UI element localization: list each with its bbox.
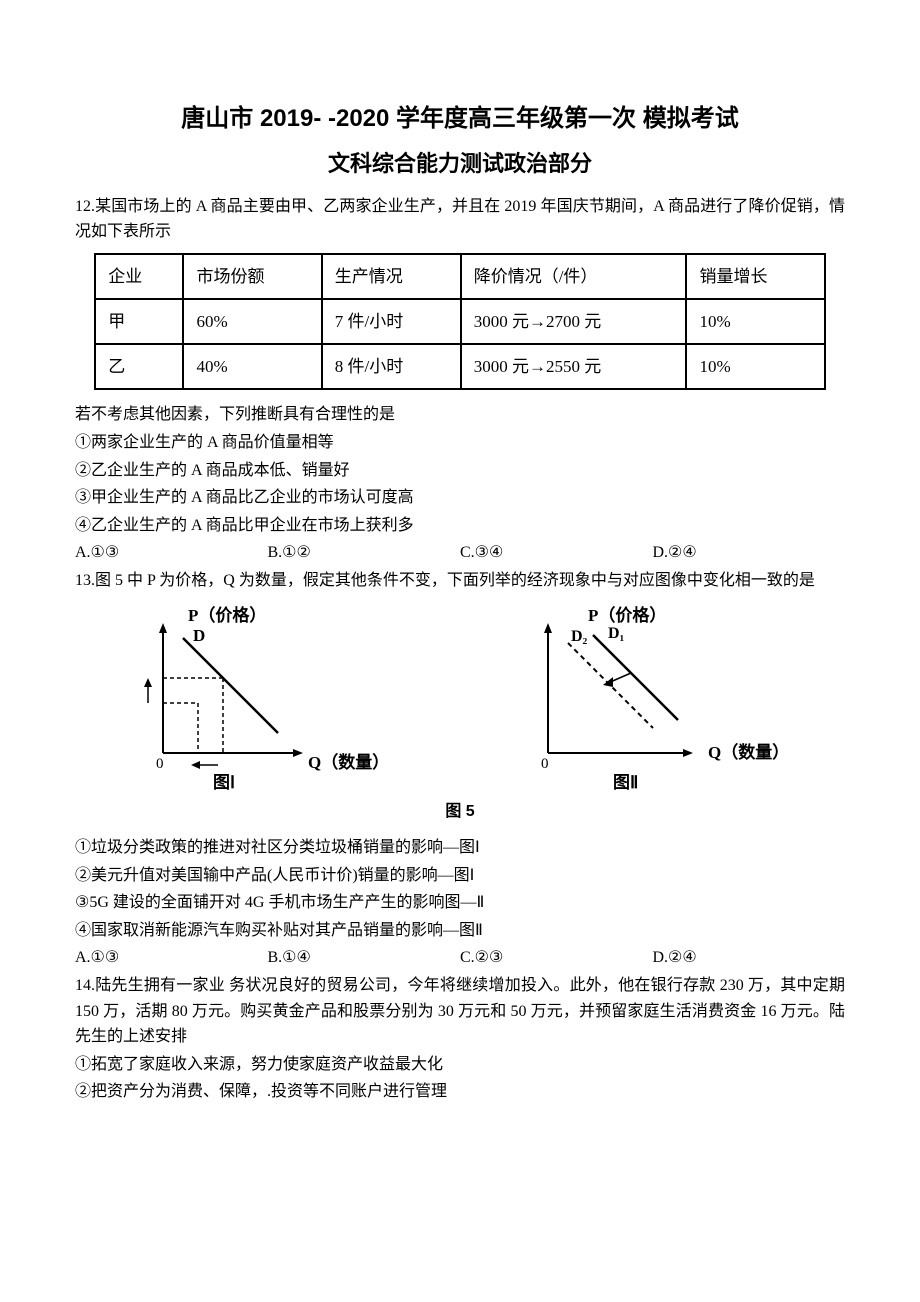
q13-opt-d: D.②④ — [653, 945, 846, 971]
q12-opt-a: A.①③ — [75, 540, 268, 566]
cell: 10% — [686, 344, 824, 389]
chart2-y-arrow — [544, 623, 552, 633]
q12-item4: ④乙企业生产的 A 商品比甲企业在市场上获利多 — [75, 513, 845, 539]
q13-item4: ④国家取消新能源汽车购买补贴对其产品销量的影响—图Ⅱ — [75, 918, 845, 944]
chart1-block: P（价格） 0 D Q（数量） 图Ⅰ — [128, 603, 408, 793]
q12-intro: 12.某国市场上的 A 商品主要由甲、乙两家企业生产，并且在 2019 年国庆节… — [75, 194, 845, 245]
q13-opt-a: A.①③ — [75, 945, 268, 971]
table-row: 乙 40% 8 件/小时 3000 元→2550 元 10% — [95, 344, 825, 389]
q14-item2: ②把资产分为消费、保障，.投资等不同账户进行管理 — [75, 1079, 845, 1105]
th-price-cut: 降价情况（/件） — [461, 254, 687, 299]
q13-item2: ②美元升值对美国输中产品(人民币计价)销量的影响—图Ⅰ — [75, 863, 845, 889]
chart1-x-arrow — [293, 749, 303, 757]
cell: 8 件/小时 — [322, 344, 461, 389]
fig5-caption: 图 5 — [75, 799, 845, 825]
chart1-up-arrow-head — [144, 678, 152, 687]
chart1-x-label: Q（数量） — [308, 752, 389, 772]
chart2-shift-arrow-head — [603, 677, 613, 687]
q13-opt-c: C.②③ — [460, 945, 653, 971]
q13-item1: ①垃圾分类政策的推进对社区分类垃圾桶销量的影响—图Ⅰ — [75, 835, 845, 861]
q12-prompt: 若不考虑其他因素，下列推断具有合理性的是 — [75, 402, 845, 428]
chart2-x-label: Q（数量） — [708, 742, 789, 762]
q12-item3: ③甲企业生产的 A 商品比乙企业的市场认可度高 — [75, 485, 845, 511]
q12-item1: ①两家企业生产的 A 商品价值量相等 — [75, 430, 845, 456]
cell: 40% — [183, 344, 321, 389]
th-enterprise: 企业 — [95, 254, 183, 299]
cell: 10% — [686, 299, 824, 344]
cell: 7 件/小时 — [322, 299, 461, 344]
chart1-y-arrow — [159, 623, 167, 633]
chart1-svg: P（价格） 0 D Q（数量） 图Ⅰ — [128, 603, 408, 793]
th-production: 生产情况 — [322, 254, 461, 299]
q12-opt-b: B.①② — [268, 540, 461, 566]
cell: 60% — [183, 299, 321, 344]
title-main: 唐山市 2019- -2020 学年度高三年级第一次 模拟考试 — [75, 100, 845, 138]
q13-item3: ③5G 建设的全面铺开对 4G 手机市场生产产生的影响图—Ⅱ — [75, 890, 845, 916]
charts-container: P（价格） 0 D Q（数量） 图Ⅰ P（价格） 0 — [75, 603, 845, 793]
q12-item2: ②乙企业生产的 A 商品成本低、销量好 — [75, 458, 845, 484]
chart2-y-label: P（价格） — [588, 605, 666, 625]
th-share: 市场份额 — [183, 254, 321, 299]
title-sub: 文科综合能力测试政治部分 — [75, 146, 845, 181]
chart2-d1-label: D₁ — [608, 625, 625, 642]
chart1-origin: 0 — [156, 756, 164, 772]
cell: 乙 — [95, 344, 183, 389]
chart2-title: 图Ⅱ — [613, 773, 638, 792]
table-header-row: 企业 市场份额 生产情况 降价情况（/件） 销量增长 — [95, 254, 825, 299]
q14-intro: 14.陆先生拥有一家业 务状况良好的贸易公司，今年将继续增加投入。此外，他在银行… — [75, 973, 845, 1050]
q12-opt-c: C.③④ — [460, 540, 653, 566]
chart1-d-label: D — [193, 626, 205, 645]
chart1-y-label: P（价格） — [188, 605, 266, 625]
q14-item1: ①拓宽了家庭收入来源，努力使家庭资产收益最大化 — [75, 1052, 845, 1078]
chart2-d2-label: D₂ — [571, 628, 588, 645]
chart2-block: P（价格） 0 D₁ D₂ Q（数量） 图Ⅱ — [513, 603, 793, 793]
q13-opt-b: B.①④ — [268, 945, 461, 971]
th-sales-growth: 销量增长 — [686, 254, 824, 299]
chart2-origin: 0 — [541, 756, 549, 772]
chart2-d1-line — [593, 635, 678, 720]
cell: 甲 — [95, 299, 183, 344]
q12-options: A.①③ B.①② C.③④ D.②④ — [75, 540, 845, 566]
chart1-title: 图Ⅰ — [213, 773, 235, 792]
chart2-svg: P（价格） 0 D₁ D₂ Q（数量） 图Ⅱ — [513, 603, 793, 793]
chart1-left-arrow-head — [191, 761, 200, 769]
chart2-x-arrow — [683, 749, 693, 757]
table-row: 甲 60% 7 件/小时 3000 元→2700 元 10% — [95, 299, 825, 344]
q13-intro: 13.图 5 中 P 为价格，Q 为数量，假定其他条件不变，下面列举的经济现象中… — [75, 568, 845, 594]
q13-options: A.①③ B.①④ C.②③ D.②④ — [75, 945, 845, 971]
q12-table: 企业 市场份额 生产情况 降价情况（/件） 销量增长 甲 60% 7 件/小时 … — [94, 253, 826, 391]
q12-opt-d: D.②④ — [653, 540, 846, 566]
cell: 3000 元→2550 元 — [461, 344, 687, 389]
cell: 3000 元→2700 元 — [461, 299, 687, 344]
